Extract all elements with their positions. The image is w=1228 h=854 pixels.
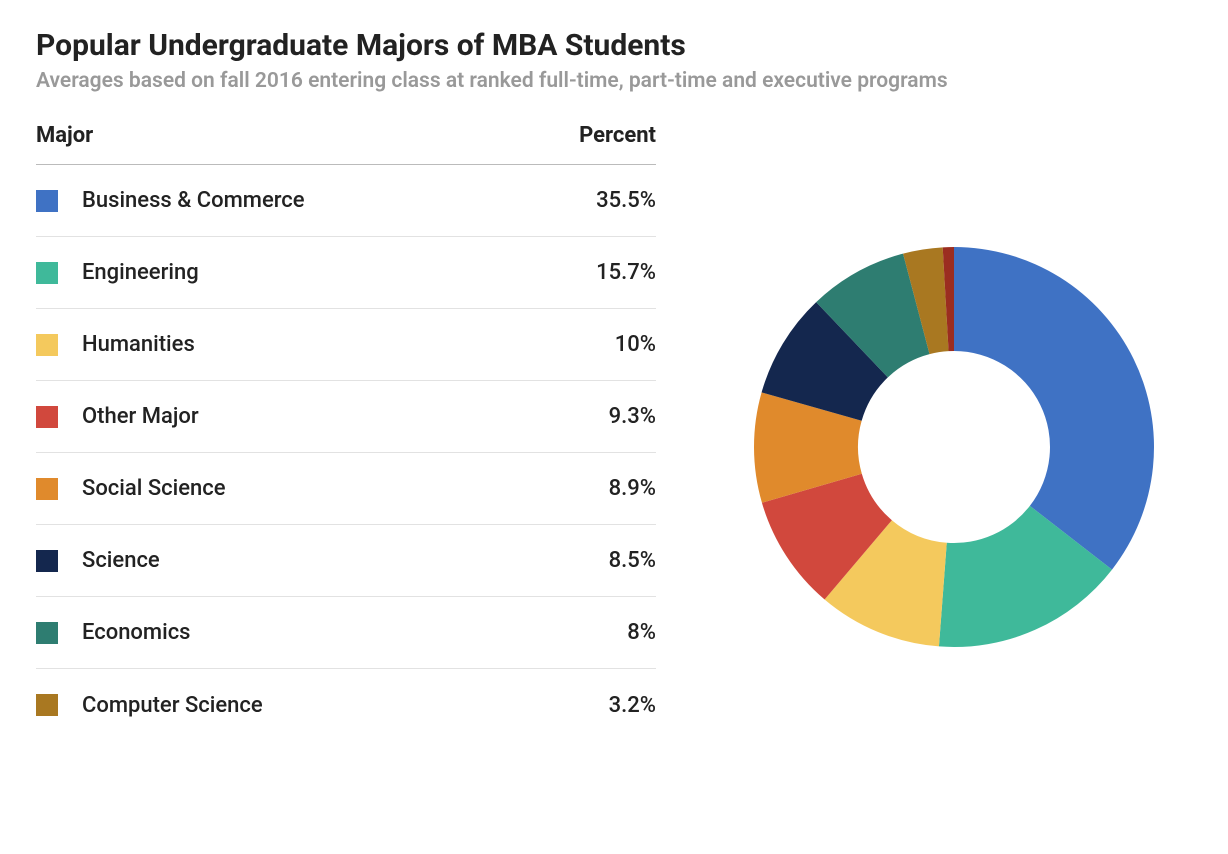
- table-row: Engineering15.7%: [36, 237, 656, 309]
- donut-chart-container: [716, 123, 1192, 651]
- table-row: Economics8%: [36, 597, 656, 669]
- table-row: Computer Science3.2%: [36, 669, 656, 741]
- color-swatch: [36, 262, 58, 284]
- table-row: Social Science8.9%: [36, 453, 656, 525]
- chart-title: Popular Undergraduate Majors of MBA Stud…: [36, 28, 1192, 63]
- percent-value: 15.7%: [596, 260, 656, 285]
- table-row: Science8.5%: [36, 525, 656, 597]
- major-label: Engineering: [82, 260, 596, 285]
- legend-table: Major Percent Business & Commerce35.5%En…: [36, 123, 656, 741]
- major-label: Computer Science: [82, 693, 609, 718]
- percent-value: 8.9%: [609, 476, 656, 501]
- percent-value: 10%: [615, 332, 656, 357]
- column-header-major: Major: [36, 123, 93, 148]
- percent-value: 9.3%: [609, 404, 656, 429]
- color-swatch: [36, 478, 58, 500]
- major-label: Science: [82, 548, 609, 573]
- color-swatch: [36, 190, 58, 212]
- color-swatch: [36, 550, 58, 572]
- color-swatch: [36, 622, 58, 644]
- donut-slice: [954, 247, 1154, 570]
- table-row: Humanities10%: [36, 309, 656, 381]
- column-header-percent: Percent: [579, 123, 656, 148]
- major-label: Economics: [82, 620, 627, 645]
- color-swatch: [36, 334, 58, 356]
- percent-value: 3.2%: [609, 693, 656, 718]
- content-area: Major Percent Business & Commerce35.5%En…: [36, 123, 1192, 741]
- donut-chart: [750, 243, 1158, 651]
- percent-value: 8.5%: [609, 548, 656, 573]
- table-row: Business & Commerce35.5%: [36, 165, 656, 237]
- percent-value: 8%: [627, 620, 656, 645]
- major-label: Business & Commerce: [82, 188, 596, 213]
- color-swatch: [36, 694, 58, 716]
- table-row: Other Major9.3%: [36, 381, 656, 453]
- major-label: Humanities: [82, 332, 615, 357]
- major-label: Other Major: [82, 404, 609, 429]
- percent-value: 35.5%: [596, 188, 656, 213]
- table-header: Major Percent: [36, 123, 656, 165]
- color-swatch: [36, 406, 58, 428]
- major-label: Social Science: [82, 476, 609, 501]
- chart-subtitle: Averages based on fall 2016 entering cla…: [36, 69, 1192, 93]
